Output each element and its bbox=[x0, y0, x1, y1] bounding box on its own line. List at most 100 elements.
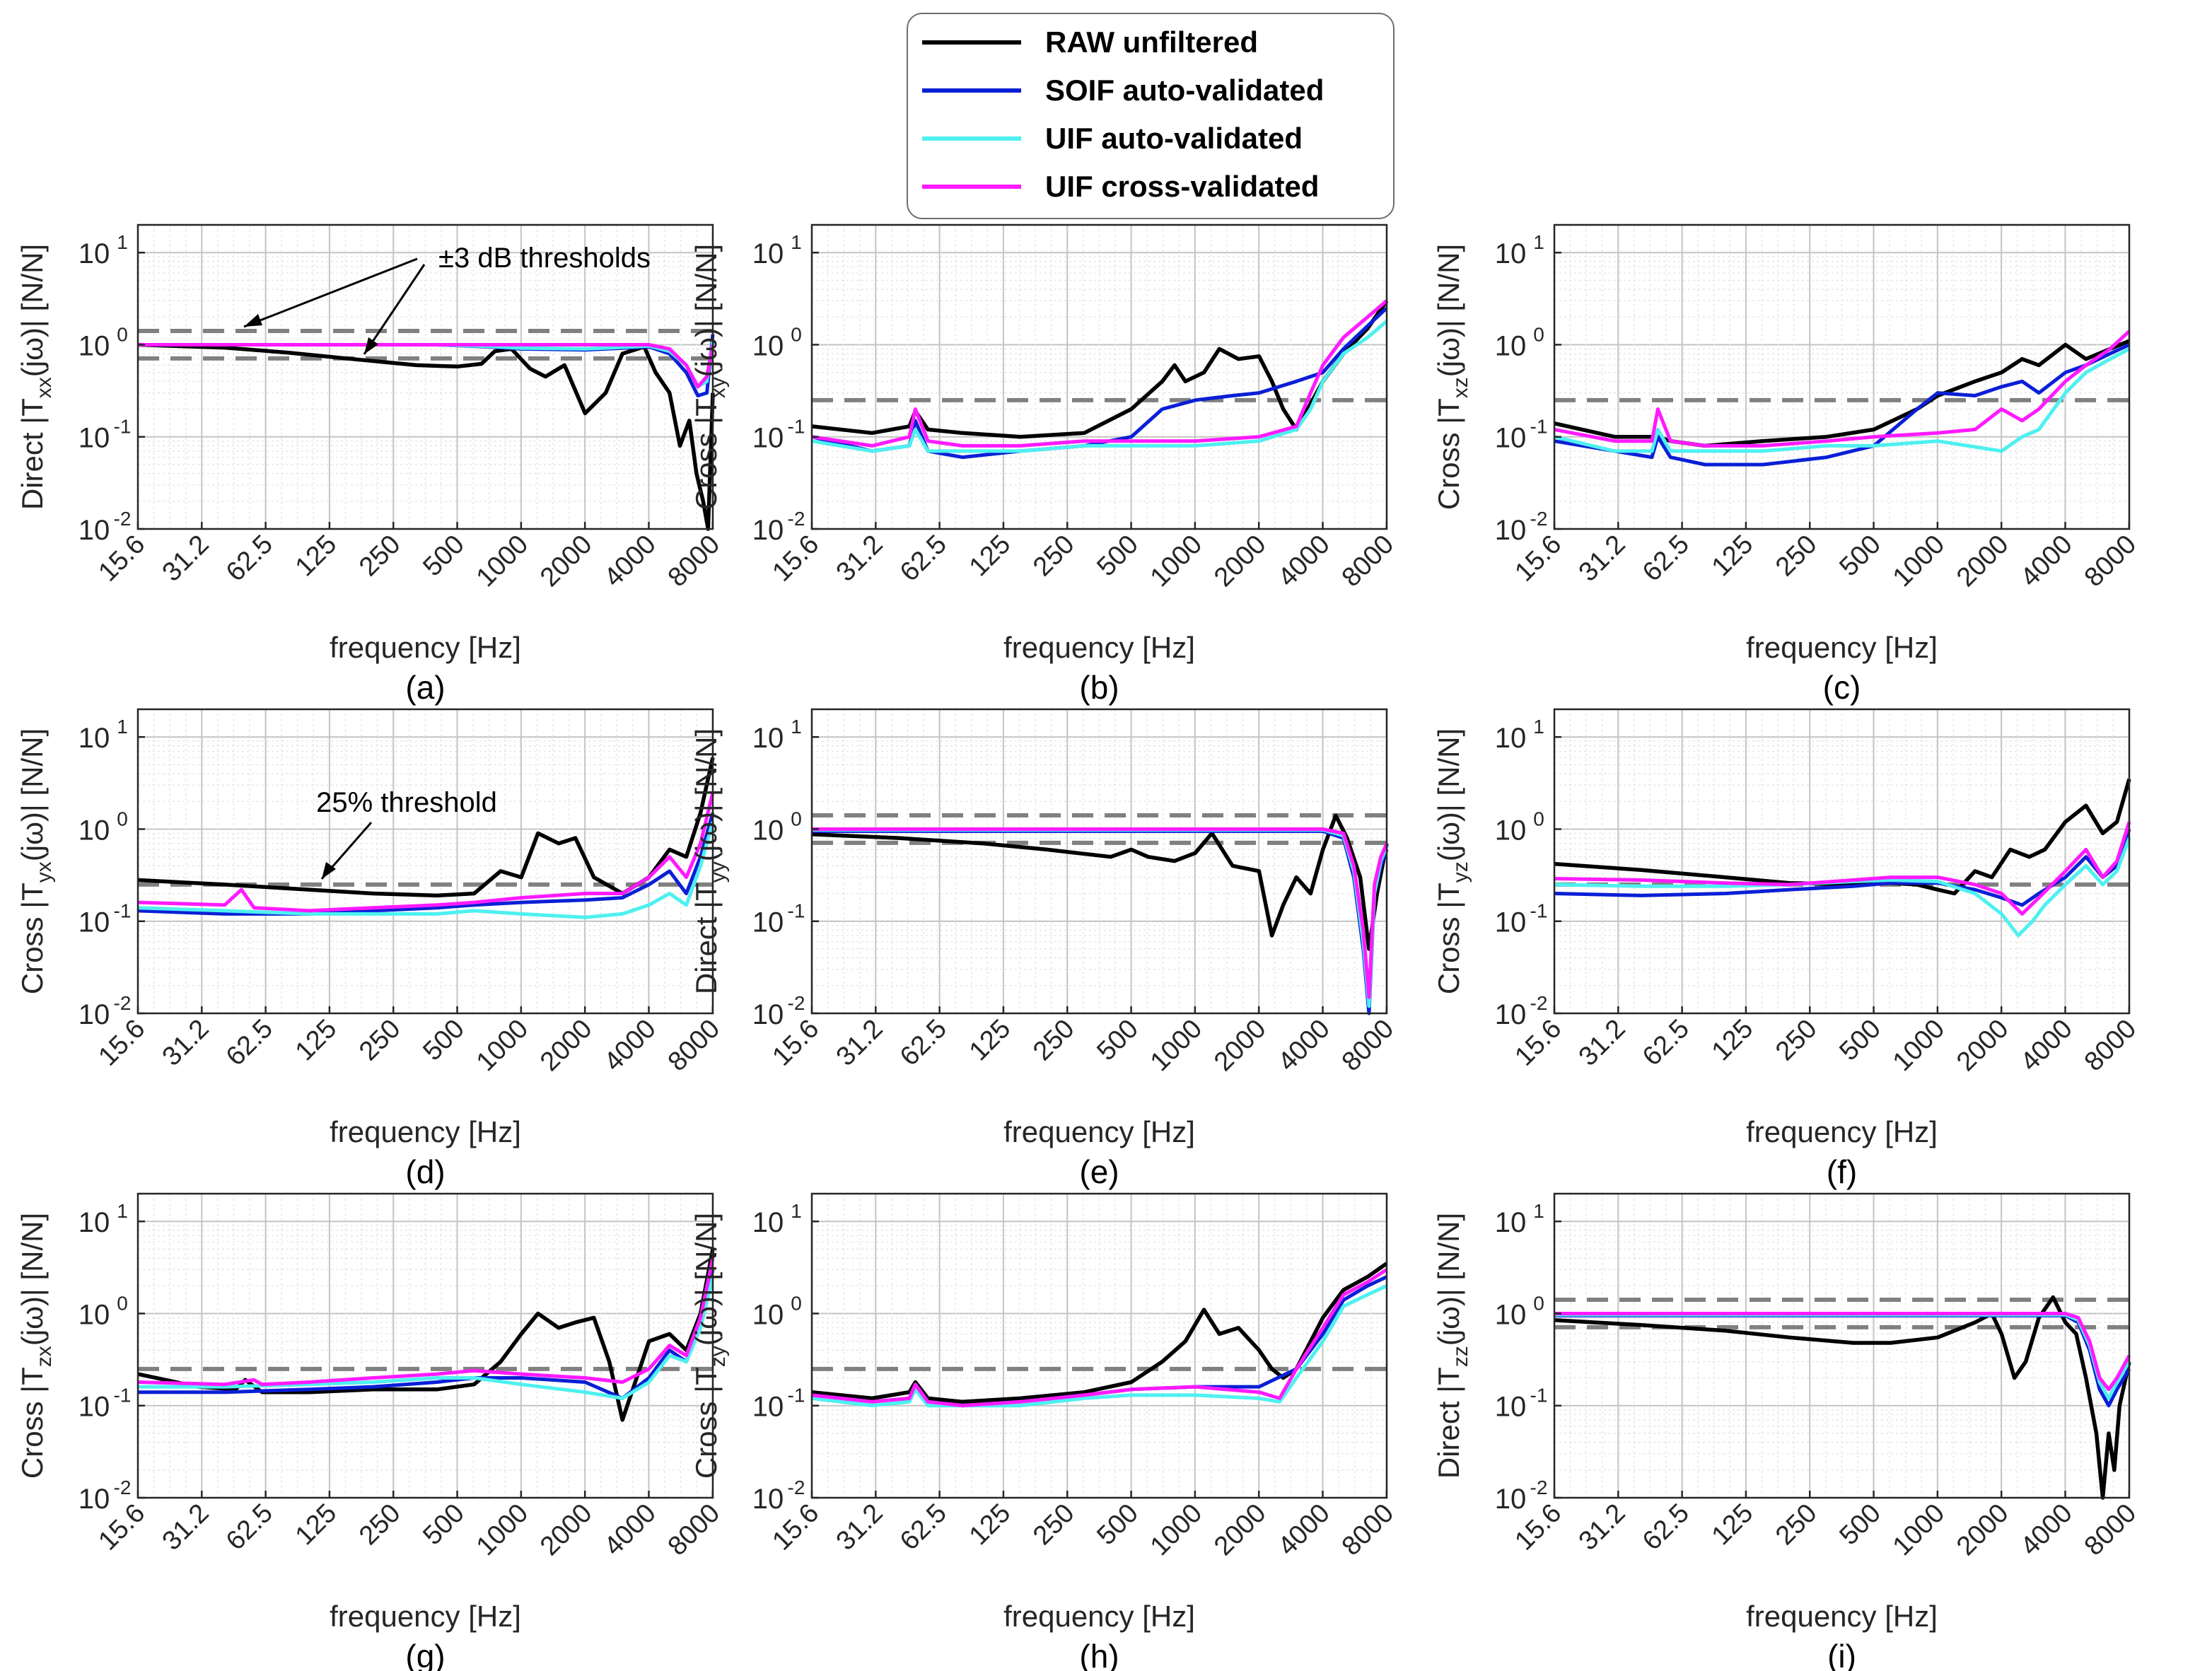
y-axis-label-subscript: yy bbox=[706, 861, 730, 883]
y-tick-label: 10 bbox=[752, 907, 784, 938]
x-tick-label: 2000 bbox=[535, 1014, 598, 1077]
series-line-soif-auto-validated bbox=[811, 306, 1388, 460]
y-axis-label-main: Direct |T bbox=[16, 398, 49, 510]
y-tick-exponent: -2 bbox=[1530, 508, 1548, 530]
x-tick-label: 250 bbox=[1028, 1014, 1081, 1067]
series-line-raw-unfiltered bbox=[137, 1248, 715, 1422]
y-tick-exponent: -1 bbox=[1530, 1385, 1548, 1407]
x-tick-label: 31.2 bbox=[831, 1498, 889, 1556]
x-tick-label: 250 bbox=[1770, 530, 1823, 583]
x-tick-label: 2000 bbox=[1209, 1014, 1271, 1077]
y-axis-label-subscript: xz bbox=[1449, 377, 1472, 398]
legend-label-uif-auto: UIF auto-validated bbox=[1045, 122, 1303, 155]
panel-caption: (g) bbox=[405, 1638, 445, 1671]
y-tick-label: 10 bbox=[752, 1207, 784, 1238]
axes-frame bbox=[1553, 223, 2131, 530]
x-tick-label: 2000 bbox=[1209, 530, 1271, 593]
axes-frame bbox=[1553, 1192, 2131, 1499]
x-tick-label: 4000 bbox=[598, 1014, 661, 1077]
y-tick-exponent: -1 bbox=[114, 900, 132, 922]
y-axis-label: Cross |Tzy(jω)| [N/N] bbox=[689, 1213, 730, 1479]
x-tick-label: 125 bbox=[964, 1014, 1017, 1067]
x-tick-label: 31.2 bbox=[157, 1498, 215, 1556]
y-tick-label: 10 bbox=[752, 1299, 784, 1330]
x-tick-label: 125 bbox=[290, 530, 343, 583]
series-line-uif-auto-validated bbox=[138, 1276, 715, 1400]
annotation-arrow bbox=[243, 257, 418, 328]
legend-item-soif: SOIF auto-validated bbox=[922, 71, 1324, 110]
x-tick-label: 250 bbox=[1770, 1014, 1823, 1067]
x-tick-label: 2000 bbox=[1951, 1498, 2014, 1561]
y-tick-label: 10 bbox=[752, 515, 784, 546]
x-tick-label: 31.2 bbox=[1573, 530, 1631, 588]
y-tick-exponent: 0 bbox=[791, 808, 802, 829]
axes-frame bbox=[810, 223, 1388, 530]
y-tick-exponent: -2 bbox=[114, 508, 132, 530]
legend-label-uif-cross: UIF cross-validated bbox=[1045, 170, 1320, 203]
y-tick-exponent: 0 bbox=[1533, 323, 1544, 345]
x-axis-label: frequency [Hz] bbox=[1746, 1600, 1938, 1633]
y-axis-label-main: Cross |T bbox=[16, 883, 49, 994]
y-tick-exponent: 1 bbox=[1533, 231, 1544, 253]
y-tick-exponent: 1 bbox=[791, 716, 802, 738]
x-axis-label: frequency [Hz] bbox=[1003, 631, 1195, 664]
series-line-uif-cross-validated bbox=[1554, 1312, 2131, 1392]
series-line-uif-cross-validated bbox=[811, 1268, 1388, 1408]
x-tick-label: 62.5 bbox=[895, 1498, 953, 1556]
y-tick-exponent: -2 bbox=[788, 1477, 805, 1498]
y-axis-label-subscript: zz bbox=[1449, 1346, 1472, 1367]
y-axis-label: Cross |Tyx(jω)| [N/N] bbox=[16, 728, 56, 994]
y-tick-exponent: -2 bbox=[114, 1477, 132, 1498]
series-line-uif-auto-validated bbox=[811, 320, 1388, 453]
y-axis-label-rest: (jω)| [N/N] bbox=[16, 1213, 49, 1346]
y-tick-exponent: -2 bbox=[788, 508, 805, 530]
y-tick-exponent: 1 bbox=[117, 716, 128, 738]
x-tick-label: 62.5 bbox=[895, 1014, 953, 1072]
legend-label-soif: SOIF auto-validated bbox=[1045, 74, 1325, 107]
series-line-uif-auto-validated bbox=[1554, 347, 2131, 453]
series-line-uif-auto-validated bbox=[137, 821, 715, 919]
y-axis-label: Direct |Txx(jω)| [N/N] bbox=[16, 244, 56, 510]
y-axis-label-subscript: yz bbox=[1449, 861, 1472, 883]
y-axis-label-subscript: zx bbox=[33, 1346, 56, 1367]
axes-frame bbox=[810, 1192, 1388, 1499]
x-tick-label: 1000 bbox=[1887, 1498, 1950, 1561]
y-tick-label: 10 bbox=[78, 815, 110, 846]
x-tick-label: 250 bbox=[354, 1014, 407, 1067]
y-tick-exponent: 1 bbox=[1533, 1200, 1544, 1222]
legend-label-raw: RAW unfiltered bbox=[1045, 25, 1258, 59]
x-tick-label: 500 bbox=[1834, 1498, 1887, 1551]
x-tick-label: 4000 bbox=[598, 530, 661, 593]
y-axis-label-main: Cross |T bbox=[689, 398, 723, 510]
y-tick-label: 10 bbox=[752, 423, 784, 454]
y-tick-label: 10 bbox=[78, 238, 110, 269]
y-tick-exponent: 1 bbox=[117, 231, 128, 253]
annotation-arrow bbox=[363, 264, 426, 355]
y-axis-label: Cross |Tyz(jω)| [N/N] bbox=[1432, 728, 1472, 994]
x-tick-label: 500 bbox=[1834, 1014, 1887, 1067]
x-tick-label: 31.2 bbox=[831, 1014, 889, 1072]
x-tick-label: 4000 bbox=[1272, 1498, 1335, 1561]
y-tick-label: 10 bbox=[752, 1484, 784, 1515]
y-axis-label: Direct |Tyy(jω)| [N/N] bbox=[689, 728, 730, 994]
x-tick-label: 500 bbox=[1091, 530, 1144, 583]
y-axis-label-rest: (jω)| [N/N] bbox=[16, 728, 49, 861]
series-line-raw-unfiltered bbox=[811, 299, 1389, 439]
y-axis-label-rest: (jω)| [N/N] bbox=[689, 1213, 723, 1346]
x-tick-label: 62.5 bbox=[221, 530, 279, 588]
axes-frame bbox=[1553, 708, 2131, 1015]
y-axis-label-rest: (jω)| [N/N] bbox=[1432, 728, 1465, 861]
y-tick-label: 10 bbox=[78, 999, 110, 1030]
y-tick-exponent: 0 bbox=[117, 323, 128, 345]
x-tick-label: 1000 bbox=[1887, 530, 1950, 593]
x-tick-label: 125 bbox=[290, 1014, 343, 1067]
y-tick-label: 10 bbox=[1495, 723, 1527, 754]
y-tick-exponent: -1 bbox=[114, 1385, 132, 1407]
y-tick-label: 10 bbox=[752, 815, 784, 846]
panel-caption: (c) bbox=[1823, 669, 1861, 706]
axes-frame bbox=[136, 708, 714, 1015]
